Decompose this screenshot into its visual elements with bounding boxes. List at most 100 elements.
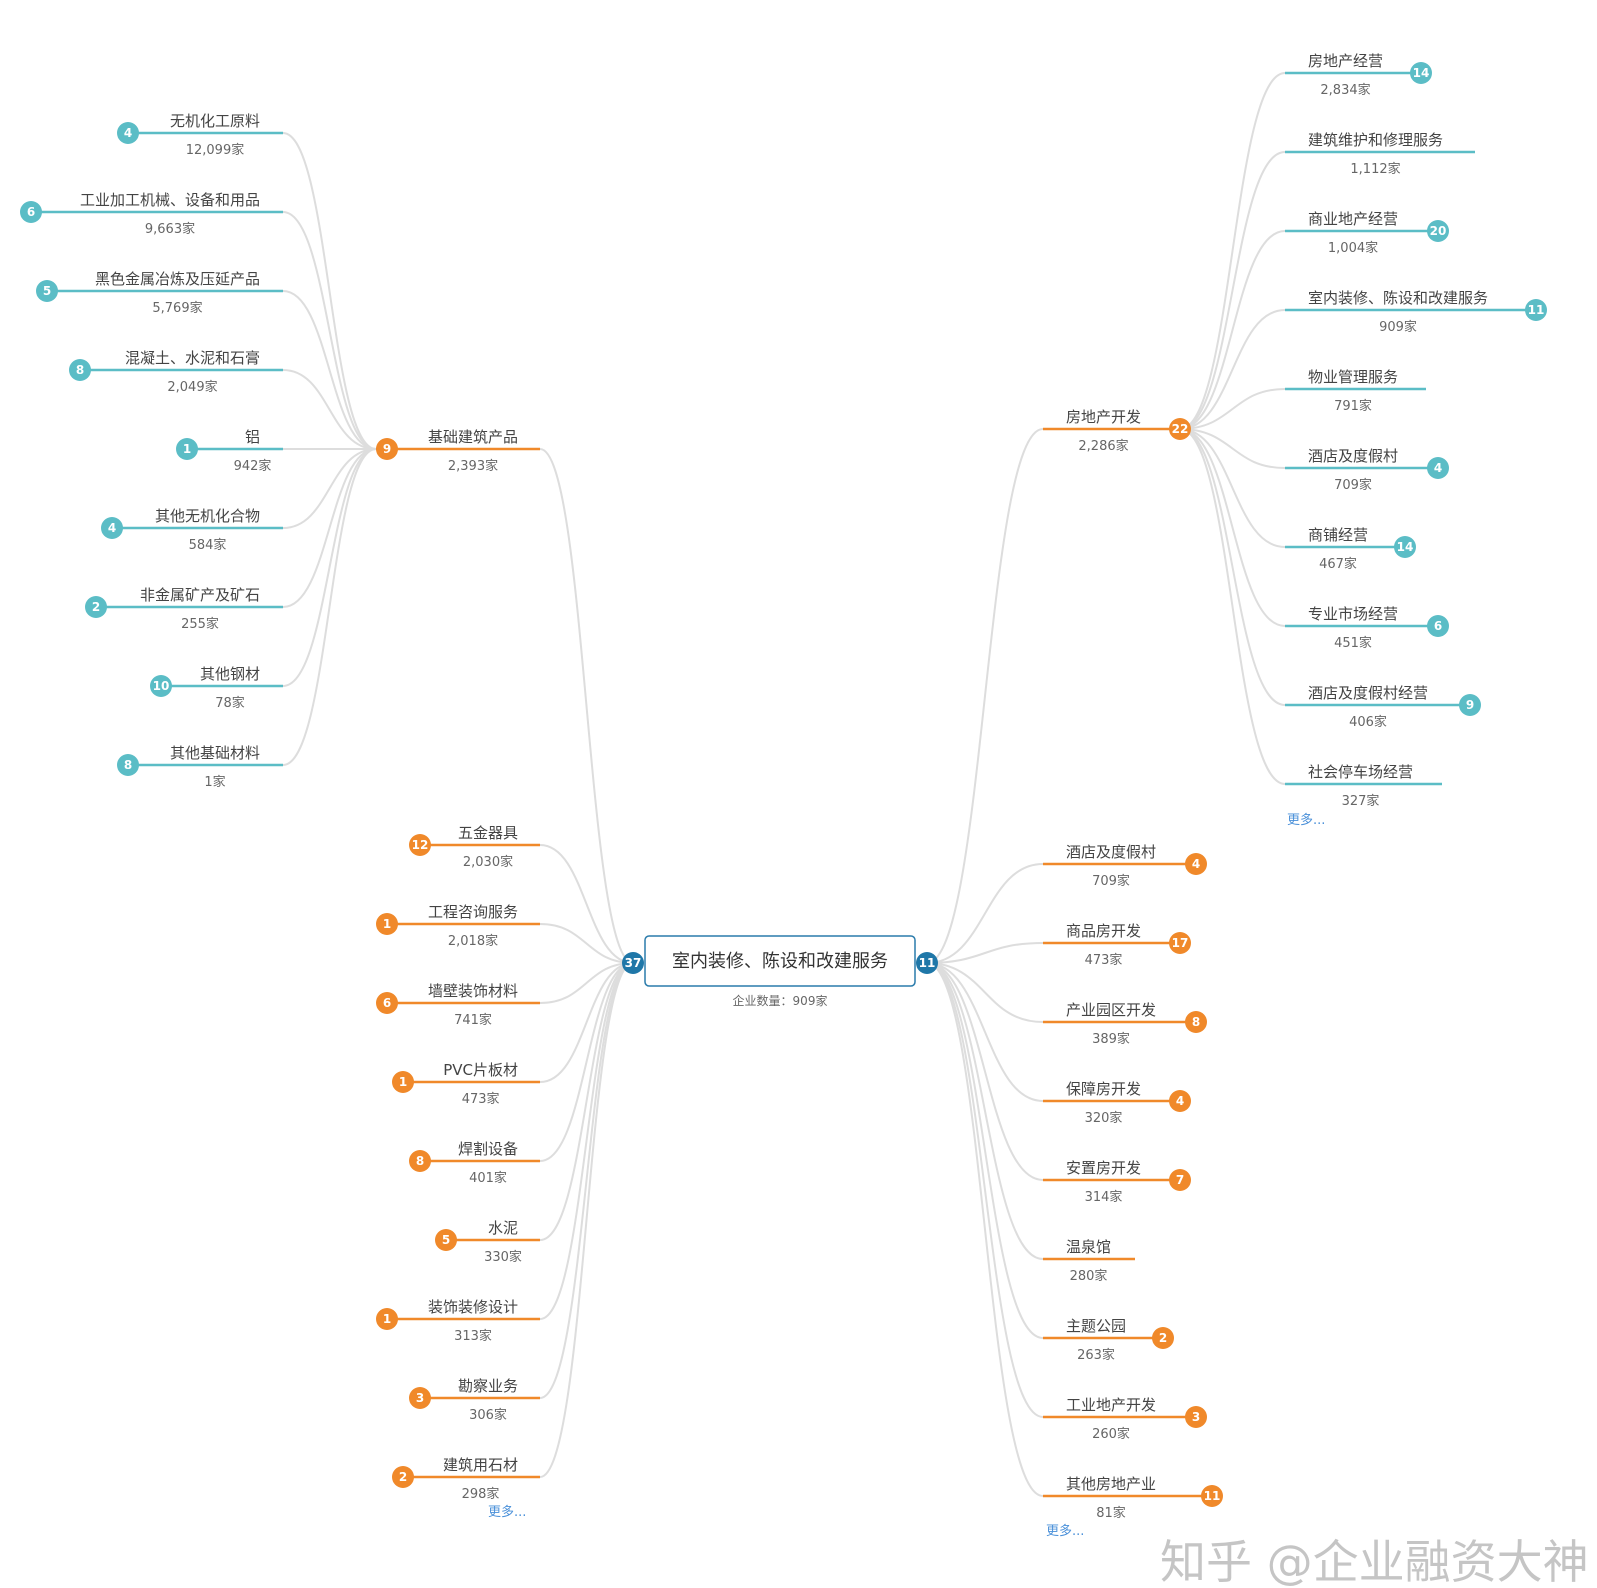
- node-badge[interactable]: [376, 438, 398, 460]
- left-item[interactable]: 墙壁装饰材料 741家 6: [376, 982, 540, 1028]
- left-parent-child[interactable]: 其他无机化合物 584家 4: [101, 507, 283, 553]
- node-badge[interactable]: [150, 675, 172, 697]
- node-label[interactable]: 主题公园: [1066, 1317, 1126, 1335]
- node-label[interactable]: 产业园区开发: [1066, 1001, 1156, 1019]
- right-item[interactable]: 酒店及度假村 709家 4: [1043, 843, 1207, 889]
- right-item[interactable]: 产业园区开发 389家 8: [1043, 1001, 1207, 1047]
- left-parent-node[interactable]: 基础建筑产品 2,393家 9: [376, 428, 540, 474]
- right-parent-child[interactable]: 商业地产经营 1,004家 20: [1285, 210, 1449, 256]
- node-label[interactable]: 酒店及度假村经营: [1308, 684, 1428, 702]
- node-label[interactable]: 工业加工机械、设备和用品: [80, 191, 260, 209]
- right-item[interactable]: 保障房开发 320家 4: [1043, 1080, 1191, 1126]
- node-label[interactable]: 酒店及度假村: [1308, 447, 1398, 465]
- node-badge[interactable]: [69, 359, 91, 381]
- node-label[interactable]: PVC片板材: [443, 1061, 518, 1079]
- node-badge[interactable]: [376, 992, 398, 1014]
- node-badge[interactable]: [36, 280, 58, 302]
- node-label[interactable]: 五金器具: [458, 824, 518, 842]
- node-badge[interactable]: [1152, 1327, 1174, 1349]
- node-badge[interactable]: [435, 1229, 457, 1251]
- node-badge[interactable]: [1185, 1011, 1207, 1033]
- node-label[interactable]: 基础建筑产品: [428, 428, 518, 446]
- node-badge[interactable]: [1169, 932, 1191, 954]
- node-badge[interactable]: [376, 1308, 398, 1330]
- node-label[interactable]: 无机化工原料: [170, 112, 260, 130]
- left-parent-child[interactable]: 黑色金属冶炼及压延产品 5,769家 5: [36, 270, 283, 316]
- node-badge[interactable]: [392, 1466, 414, 1488]
- node-label[interactable]: 混凝土、水泥和石膏: [125, 349, 260, 367]
- right-item[interactable]: 商品房开发 473家 17: [1043, 922, 1191, 968]
- right-item[interactable]: 其他房地产业 81家 11: [1043, 1475, 1223, 1521]
- node-badge[interactable]: [1169, 1090, 1191, 1112]
- right-item[interactable]: 温泉馆 280家: [1043, 1238, 1135, 1284]
- node-label[interactable]: 其他钢材: [200, 665, 260, 683]
- node-badge[interactable]: [409, 1150, 431, 1172]
- node-label[interactable]: 水泥: [488, 1219, 518, 1237]
- left-parent-child[interactable]: 非金属矿产及矿石 255家 2: [85, 586, 283, 632]
- node-label[interactable]: 室内装修、陈设和改建服务: [1308, 289, 1488, 307]
- node-badge[interactable]: [1394, 536, 1416, 558]
- left-item[interactable]: 装饰装修设计 313家 1: [376, 1298, 540, 1344]
- node-badge[interactable]: [392, 1071, 414, 1093]
- node-label[interactable]: 物业管理服务: [1308, 368, 1398, 386]
- node-label[interactable]: 勘察业务: [458, 1377, 518, 1395]
- left-item[interactable]: 工程咨询服务 2,018家 1: [376, 903, 540, 949]
- center-node[interactable]: 室内装修、陈设和改建服务 企业数量：909家 37 11: [622, 935, 938, 1008]
- node-badge[interactable]: [1169, 1169, 1191, 1191]
- node-label[interactable]: 房地产开发: [1066, 408, 1141, 426]
- right-item[interactable]: 工业地产开发 260家 3: [1043, 1396, 1207, 1442]
- right-more-link[interactable]: 更多...: [1046, 1523, 1084, 1539]
- node-badge[interactable]: [1427, 220, 1449, 242]
- right-parent-child[interactable]: 建筑维护和修理服务 1,112家: [1285, 131, 1475, 177]
- node-label[interactable]: 铝: [245, 428, 260, 446]
- node-badge[interactable]: [1525, 299, 1547, 321]
- left-parent-child[interactable]: 其他钢材 78家 10: [150, 665, 283, 711]
- node-badge[interactable]: [101, 517, 123, 539]
- node-label[interactable]: 其他无机化合物: [155, 507, 260, 525]
- left-item[interactable]: 水泥 330家 5: [435, 1219, 540, 1265]
- node-label[interactable]: 焊割设备: [458, 1140, 518, 1158]
- node-badge[interactable]: [1185, 1406, 1207, 1428]
- left-parent-child[interactable]: 其他基础材料 1家 8: [117, 744, 283, 790]
- node-label[interactable]: 专业市场经营: [1308, 605, 1398, 623]
- right-parent-child[interactable]: 酒店及度假村 709家 4: [1285, 447, 1449, 493]
- right-parent-child[interactable]: 物业管理服务 791家: [1285, 368, 1426, 414]
- node-label[interactable]: 建筑维护和修理服务: [1308, 131, 1443, 149]
- left-item[interactable]: 建筑用石材 298家 2: [392, 1456, 540, 1502]
- right-parent-child[interactable]: 房地产经营 2,834家 14: [1285, 52, 1432, 98]
- node-badge[interactable]: [1427, 615, 1449, 637]
- node-badge[interactable]: [117, 122, 139, 144]
- node-label[interactable]: 社会停车场经营: [1308, 763, 1413, 781]
- node-badge[interactable]: [1410, 62, 1432, 84]
- left-parent-child[interactable]: 工业加工机械、设备和用品 9,663家 6: [20, 191, 283, 237]
- node-badge[interactable]: [409, 1387, 431, 1409]
- node-badge[interactable]: [1459, 694, 1481, 716]
- node-badge[interactable]: [376, 913, 398, 935]
- left-item[interactable]: 五金器具 2,030家 12: [409, 824, 540, 870]
- node-label[interactable]: 温泉馆: [1066, 1238, 1111, 1256]
- right-parent-child[interactable]: 社会停车场经营 327家: [1285, 763, 1442, 809]
- right-parent-child[interactable]: 专业市场经营 451家 6: [1285, 605, 1449, 651]
- left-parent-child[interactable]: 混凝土、水泥和石膏 2,049家 8: [69, 349, 283, 395]
- node-badge[interactable]: [20, 201, 42, 223]
- right-item[interactable]: 安置房开发 314家 7: [1043, 1159, 1191, 1205]
- right-item[interactable]: 主题公园 263家 2: [1043, 1317, 1174, 1363]
- left-item[interactable]: 焊割设备 401家 8: [409, 1140, 540, 1186]
- node-label[interactable]: 酒店及度假村: [1066, 843, 1156, 861]
- node-label[interactable]: 保障房开发: [1066, 1080, 1141, 1098]
- left-item[interactable]: PVC片板材 473家 1: [392, 1061, 540, 1107]
- node-label[interactable]: 工程咨询服务: [428, 903, 518, 921]
- node-label[interactable]: 工业地产开发: [1066, 1396, 1156, 1414]
- right-parent-child[interactable]: 商铺经营 467家 14: [1285, 526, 1416, 572]
- node-label[interactable]: 装饰装修设计: [428, 1298, 518, 1316]
- node-label[interactable]: 建筑用石材: [443, 1456, 518, 1474]
- right-parent-node[interactable]: 房地产开发 2,286家 22: [1043, 408, 1191, 454]
- node-label[interactable]: 商业地产经营: [1308, 210, 1398, 228]
- node-label[interactable]: 非金属矿产及矿石: [140, 586, 260, 604]
- right-parent-more-link[interactable]: 更多...: [1287, 812, 1325, 828]
- node-label[interactable]: 其他基础材料: [170, 744, 260, 762]
- node-label[interactable]: 商铺经营: [1308, 526, 1368, 544]
- center-box[interactable]: [644, 935, 916, 987]
- node-badge[interactable]: [85, 596, 107, 618]
- node-badge[interactable]: [1427, 457, 1449, 479]
